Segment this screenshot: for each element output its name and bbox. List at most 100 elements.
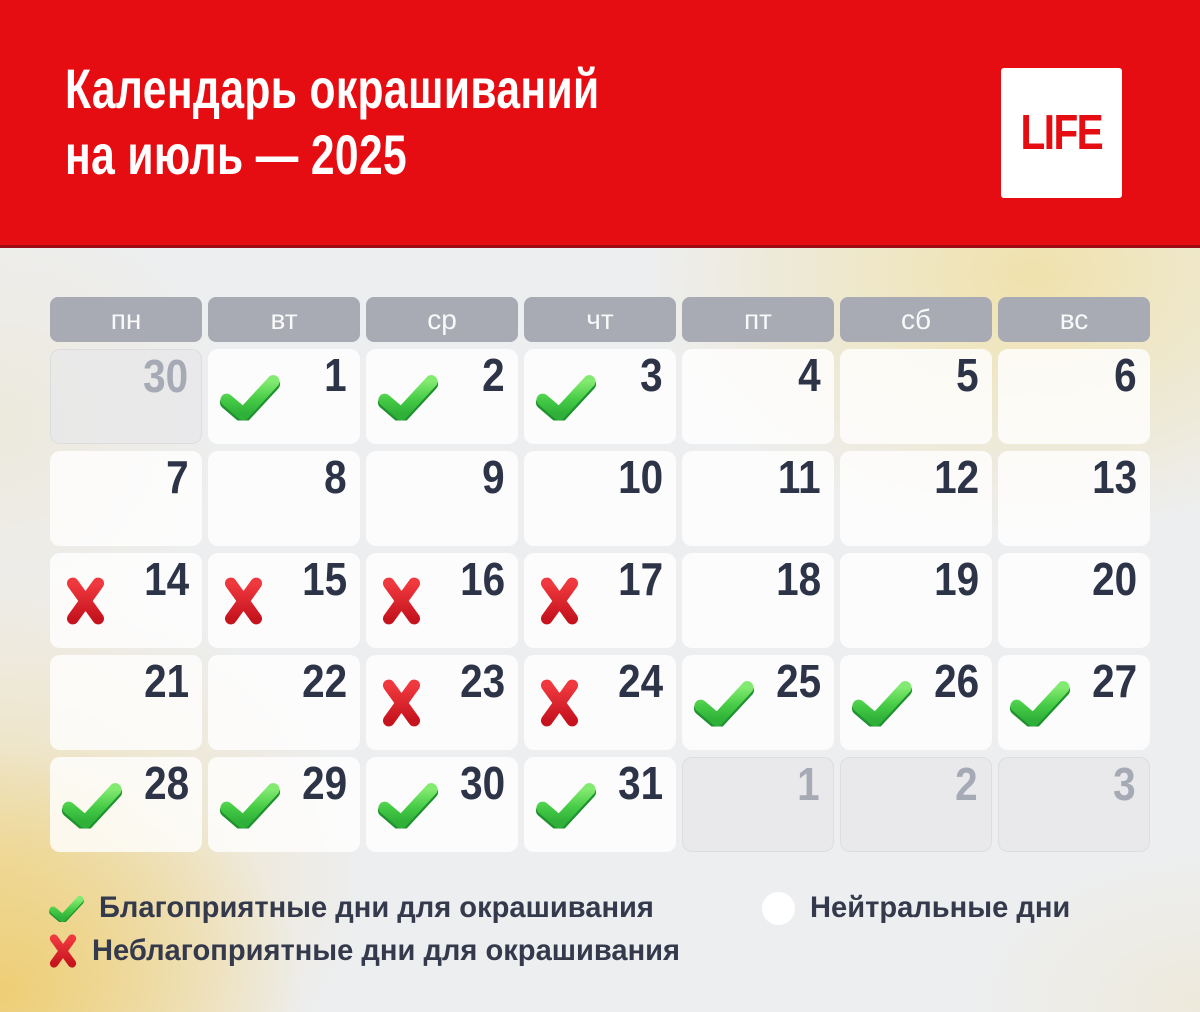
page-title: Календарь окрашиваний на июль — 2025	[65, 56, 600, 188]
day-mark-favorable	[534, 781, 598, 831]
check-icon	[219, 374, 281, 423]
day-cell-1: 1	[208, 349, 360, 444]
day-cell-14: 14	[50, 553, 202, 648]
page-title-line1: Календарь окрашиваний	[65, 57, 600, 120]
day-number: 3	[640, 349, 663, 401]
day-cell-4: 4	[682, 349, 834, 444]
day-mark-unfavorable	[381, 677, 422, 728]
weekday-header-пт: пт	[682, 297, 834, 342]
day-cell-13: 13	[998, 451, 1150, 546]
day-mark-favorable	[376, 781, 440, 831]
day-cell-2-other: 2	[840, 757, 992, 852]
check-icon	[851, 680, 913, 729]
page-header: Календарь окрашиваний на июль — 2025 LIF…	[0, 0, 1200, 248]
day-mark-unfavorable	[223, 575, 264, 626]
day-mark-unfavorable	[381, 575, 422, 626]
day-mark-favorable	[60, 781, 124, 831]
check-icon	[377, 782, 439, 831]
day-cell-2: 2	[366, 349, 518, 444]
day-cell-12: 12	[840, 451, 992, 546]
day-mark-unfavorable	[539, 575, 580, 626]
day-mark-favorable	[850, 679, 914, 729]
day-cell-20: 20	[998, 553, 1150, 648]
day-cell-25: 25	[682, 655, 834, 750]
day-number: 30	[459, 757, 505, 809]
check-icon	[377, 374, 439, 423]
legend-label-unfavorable: Неблагоприятные дни для окрашивания	[92, 934, 681, 967]
day-mark-unfavorable	[65, 575, 106, 626]
weekday-header-ср: ср	[366, 297, 518, 342]
check-icon	[693, 680, 755, 729]
legend-label-favorable: Благоприятные дни для окрашивания	[99, 891, 654, 924]
cross-icon	[49, 934, 77, 968]
weekday-header-пн: пн	[50, 297, 202, 342]
legend: Благоприятные дни для окрашивания Нейтра…	[48, 889, 1152, 970]
weekday-header-вс: вс	[998, 297, 1150, 342]
cross-icon	[224, 577, 263, 624]
day-number: 5	[956, 349, 979, 401]
day-number: 28	[143, 757, 189, 809]
day-mark-favorable	[1008, 679, 1072, 729]
legend-row-favorable: Благоприятные дни для окрашивания Нейтра…	[48, 889, 1152, 927]
day-cell-7: 7	[50, 451, 202, 546]
day-number: 25	[775, 655, 821, 707]
day-cell-19: 19	[840, 553, 992, 648]
day-number: 20	[1091, 553, 1137, 605]
day-number: 4	[798, 349, 821, 401]
day-cell-3-other: 3	[998, 757, 1150, 852]
day-cell-26: 26	[840, 655, 992, 750]
day-number: 10	[617, 451, 663, 503]
day-number: 24	[617, 655, 663, 707]
weekday-header-чт: чт	[524, 297, 676, 342]
weekday-header-сб: сб	[840, 297, 992, 342]
cross-icon	[66, 577, 105, 624]
life-logo: LIFE	[1001, 68, 1122, 198]
day-cell-30-other: 30	[50, 349, 202, 444]
day-cell-31: 31	[524, 757, 676, 852]
day-number: 9	[482, 451, 505, 503]
day-number: 7	[166, 451, 189, 503]
day-cell-9: 9	[366, 451, 518, 546]
day-number: 31	[617, 757, 663, 809]
day-number: 30	[142, 350, 188, 402]
cross-icon	[382, 679, 421, 726]
day-number: 15	[301, 553, 347, 605]
day-cell-30: 30	[366, 757, 518, 852]
day-cell-16: 16	[366, 553, 518, 648]
check-icon	[535, 374, 597, 423]
day-number: 12	[933, 451, 979, 503]
day-mark-favorable	[692, 679, 756, 729]
calendar-grid: пн вт ср чт пт сб вс 30 1 2	[50, 297, 1150, 852]
day-number: 11	[778, 451, 821, 503]
day-number: 2	[482, 349, 505, 401]
day-number: 17	[617, 553, 663, 605]
day-cell-21: 21	[50, 655, 202, 750]
day-cell-24: 24	[524, 655, 676, 750]
day-number: 21	[143, 655, 189, 707]
day-cell-17: 17	[524, 553, 676, 648]
check-icon	[535, 782, 597, 831]
day-number: 3	[1113, 758, 1136, 810]
day-cell-18: 18	[682, 553, 834, 648]
day-cell-23: 23	[366, 655, 518, 750]
day-mark-favorable	[218, 781, 282, 831]
day-number: 18	[775, 553, 821, 605]
day-cell-6: 6	[998, 349, 1150, 444]
day-mark-favorable	[534, 373, 598, 423]
day-number: 16	[459, 553, 505, 605]
day-cell-1-other: 1	[682, 757, 834, 852]
day-cell-3: 3	[524, 349, 676, 444]
day-number: 8	[324, 451, 347, 503]
page-title-line2: на июль — 2025	[65, 123, 408, 186]
day-number: 13	[1091, 451, 1137, 503]
day-number: 29	[301, 757, 347, 809]
day-number: 1	[324, 349, 347, 401]
day-number: 19	[933, 553, 979, 605]
day-mark-unfavorable	[539, 677, 580, 728]
day-cell-29: 29	[208, 757, 360, 852]
check-icon	[219, 782, 281, 831]
day-number: 6	[1114, 349, 1137, 401]
day-mark-favorable	[218, 373, 282, 423]
weekday-header-вт: вт	[208, 297, 360, 342]
